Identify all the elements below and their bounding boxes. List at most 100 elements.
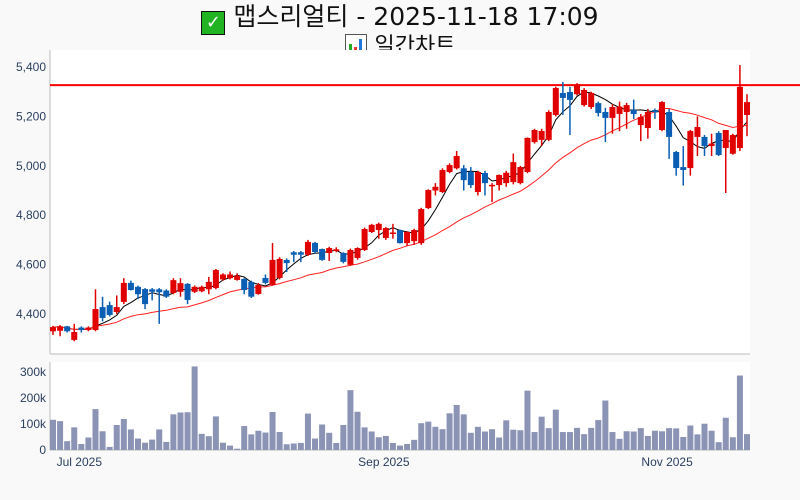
volume-bar: [71, 427, 78, 450]
volume-bar: [142, 442, 149, 450]
candle-body: [602, 111, 609, 118]
candle-body: [290, 252, 297, 255]
price-tick-label: 4,800: [16, 208, 46, 222]
chart-title: ✓ 맵스리얼티 - 2025-11-18 17:09: [0, 0, 800, 35]
candlestick: [680, 146, 687, 186]
candlestick: [524, 137, 531, 174]
candle-body: [340, 252, 347, 262]
candlestick: [149, 288, 156, 301]
volume-bar: [120, 419, 127, 450]
candle-body: [71, 332, 78, 340]
candle-body: [375, 223, 382, 231]
candle-body: [559, 92, 566, 98]
candle-body: [64, 326, 71, 332]
candlestick: [156, 288, 163, 324]
candle-body: [552, 88, 559, 115]
date-tick-label: Sep 2025: [358, 455, 410, 469]
candlestick: [404, 231, 411, 247]
candlestick: [368, 223, 375, 233]
candlestick: [531, 128, 538, 144]
volume-bar: [304, 413, 311, 450]
candlestick: [474, 170, 481, 196]
candle-body: [729, 134, 736, 154]
moving-average-ma20: [52, 108, 748, 330]
volume-bar: [205, 436, 212, 450]
candle-body: [744, 102, 750, 115]
price-tick-label: 5,000: [16, 159, 46, 173]
candlestick: [616, 101, 623, 132]
candle-body: [191, 286, 198, 292]
volume-bar: [198, 433, 205, 450]
candle-body: [149, 289, 156, 292]
volume-bar: [113, 425, 120, 450]
volume-bar: [510, 429, 517, 450]
volume-bar: [744, 434, 750, 450]
volume-bar: [595, 420, 602, 450]
candle-body: [85, 327, 92, 331]
volume-bar: [411, 439, 418, 450]
volume-bar: [85, 437, 92, 450]
candlestick: [496, 174, 503, 191]
candlestick: [581, 88, 588, 107]
candlestick: [545, 110, 552, 142]
volume-bar: [234, 448, 241, 450]
candlestick: [481, 170, 488, 196]
candlestick: [722, 130, 729, 193]
candle-body: [673, 151, 680, 169]
volume-bar: [602, 400, 609, 450]
volume-bar: [708, 430, 715, 450]
volume-bar: [694, 434, 701, 450]
candlestick: [694, 116, 701, 156]
volume-bar: [531, 432, 538, 450]
candle-body: [474, 171, 481, 192]
volume-bar: [57, 421, 64, 450]
candle-body: [227, 274, 234, 279]
candlestick: [708, 133, 715, 156]
candlestick: [57, 325, 64, 337]
candlestick: [297, 251, 304, 263]
volume-bar: [276, 432, 283, 450]
candle-body: [538, 131, 545, 140]
candle-body: [120, 282, 127, 302]
candlestick: [397, 229, 403, 244]
volume-bar: [212, 416, 219, 450]
candlestick: [92, 289, 99, 332]
candlestick: [623, 102, 630, 129]
candle-body: [687, 131, 694, 169]
candle-body: [503, 172, 510, 184]
candle-body: [184, 283, 191, 300]
volume-bar: [566, 432, 573, 450]
candle-body: [432, 186, 439, 191]
candle-body: [588, 92, 595, 108]
candle-body: [319, 249, 326, 260]
candle-body: [99, 307, 106, 318]
candle-body: [460, 168, 467, 181]
volume-bar: [269, 411, 276, 450]
candle-body: [680, 167, 687, 171]
volume-bar: [319, 424, 326, 450]
candle-body: [425, 190, 432, 209]
candlestick: [106, 301, 113, 317]
candle-body: [524, 137, 531, 172]
candlestick: [333, 247, 340, 253]
candle-body: [205, 281, 212, 290]
candlestick: [184, 283, 191, 305]
volume-tick-label: 300k: [20, 365, 47, 379]
candle-body: [496, 174, 503, 186]
candle-body: [212, 270, 219, 289]
candlestick: [361, 227, 368, 252]
candle-body: [566, 91, 573, 100]
volume-bar: [481, 431, 488, 450]
volume-bar: [673, 428, 680, 450]
candle-body: [92, 309, 99, 331]
candle-body: [397, 230, 403, 244]
candlestick: [439, 168, 446, 193]
candlestick: [517, 165, 524, 185]
candle-body: [715, 132, 722, 155]
candlestick: [50, 325, 56, 335]
volume-bar: [630, 431, 637, 450]
candlestick: [191, 285, 198, 294]
candlestick: [602, 107, 609, 143]
volume-bar: [651, 430, 658, 450]
